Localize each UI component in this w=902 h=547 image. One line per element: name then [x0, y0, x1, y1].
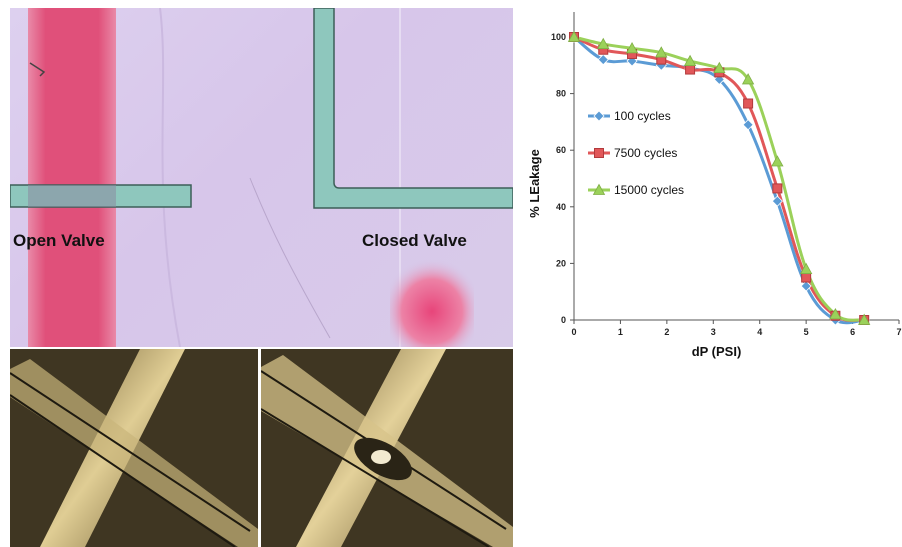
data-point-series-3 [713, 61, 726, 74]
data-point-series-1 [597, 54, 609, 66]
legend-label-3: 15000 cycles [614, 183, 684, 197]
y-tick-label: 0 [561, 315, 566, 325]
crossing-open-drawing [10, 349, 258, 547]
x-tick-label: 2 [664, 327, 669, 337]
legend-marker-3 [592, 183, 606, 195]
x-tick-label: 0 [571, 327, 576, 337]
x-tick-label: 7 [896, 327, 901, 337]
leakage-chart: 0 1 2 3 4 5 6 7 0 20 40 60 80 100 100 cycles 7500 cycl… [513, 0, 902, 380]
x-tick-label: 5 [804, 327, 809, 337]
legend-label-2: 7500 cycles [614, 146, 677, 160]
data-point-series-2 [743, 98, 754, 109]
fluid-channel-open [28, 8, 116, 347]
chart-series [567, 30, 871, 326]
legend-marker-1 [593, 110, 605, 122]
data-point-series-3 [829, 308, 842, 320]
x-tick-label: 3 [711, 327, 716, 337]
legend-marker-2 [594, 148, 604, 158]
y-tick-label: 20 [556, 258, 566, 268]
data-point-series-3 [741, 73, 755, 85]
legend-label-1: 100 cycles [614, 109, 671, 123]
x-tick-label: 1 [618, 327, 623, 337]
x-tick-label: 4 [757, 327, 762, 337]
leakage-chart-svg: 0 1 2 3 4 5 6 7 0 20 40 60 80 100 100 cycles 7500 cycl… [527, 12, 902, 359]
y-tick-label: 80 [556, 89, 566, 99]
data-point-series-2 [801, 272, 812, 283]
data-point-series-1 [800, 280, 812, 292]
data-point-series-3 [655, 46, 668, 58]
data-point-series-3 [625, 41, 639, 54]
series-line-3 [573, 35, 865, 322]
closed-valve-label: Closed Valve [362, 231, 467, 250]
series-line-1 [573, 35, 865, 325]
crossing-closed-drawing [261, 349, 513, 547]
x-tick-label: 6 [850, 327, 855, 337]
y-tick-label: 60 [556, 145, 566, 155]
y-axis-title: % LEakage [527, 149, 542, 218]
data-point-series-3 [799, 262, 813, 274]
open-valve-label: Open Valve [13, 231, 105, 250]
y-tick-label: 100 [551, 32, 566, 42]
x-axis-title: dP (PSI) [692, 344, 742, 359]
y-tick-label: 40 [556, 202, 566, 212]
data-point-series-3 [858, 313, 871, 325]
crossing-open-image [10, 349, 258, 547]
valve-microscope-image: Open Valve Closed Valve [10, 8, 513, 347]
data-point-series-3 [683, 54, 697, 66]
control-channel-closed [313, 8, 513, 209]
fluid-channel-closed [390, 258, 474, 347]
data-point-series-3 [771, 155, 784, 167]
data-point-series-2 [685, 64, 696, 75]
data-point-series-3 [567, 30, 581, 42]
data-point-series-2 [772, 183, 783, 194]
data-point-series-1 [771, 195, 783, 207]
valve-image-drawing [10, 8, 513, 347]
chart-legend: 100 cycles 7500 cycles 15000 cycles [588, 109, 684, 197]
data-point-series-3 [597, 37, 610, 49]
crossing-closed-image [261, 349, 513, 547]
data-point-series-1 [742, 119, 754, 131]
